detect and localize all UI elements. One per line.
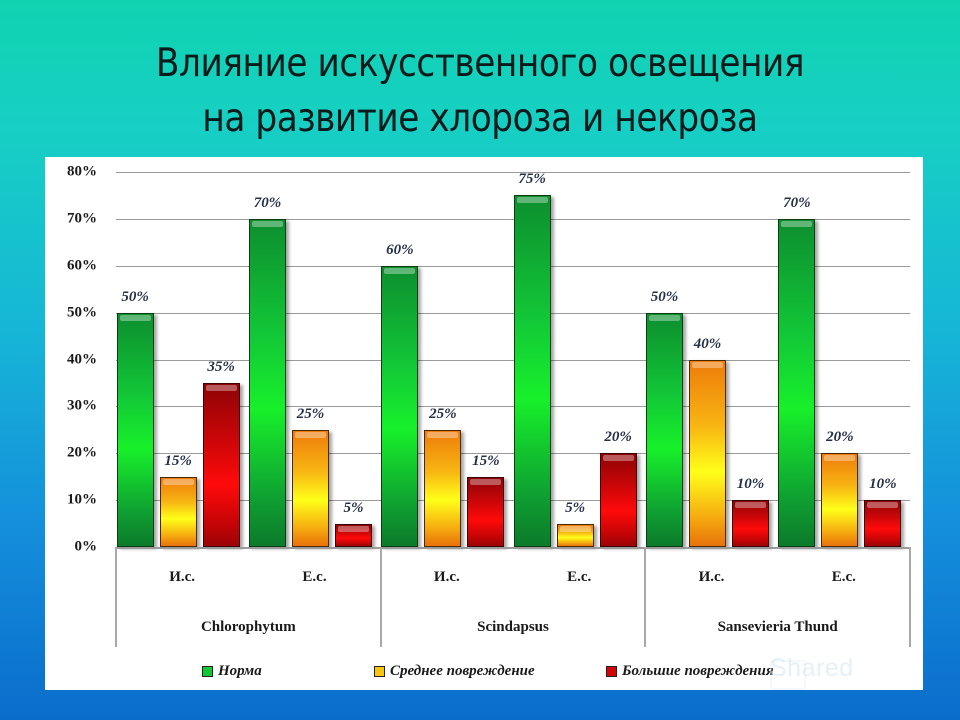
legend-swatch-icon bbox=[202, 666, 213, 677]
bar-value-label: 5% bbox=[343, 499, 364, 516]
bar-large bbox=[202, 382, 240, 547]
watermark-text: Shared bbox=[770, 654, 854, 682]
bar-large bbox=[335, 523, 372, 547]
bar-medium bbox=[689, 359, 726, 547]
gridline bbox=[116, 218, 910, 220]
x-subcategory-label: Е.с. bbox=[567, 569, 592, 585]
gridline bbox=[116, 172, 910, 173]
bar-norm bbox=[513, 195, 551, 547]
y-tick-label: 0% bbox=[74, 538, 98, 555]
group-separator bbox=[909, 547, 911, 647]
bar-norm bbox=[381, 265, 419, 547]
slide-title-line-1: Влияние искусственного освещения bbox=[155, 41, 805, 86]
watermark-icon bbox=[770, 660, 806, 690]
bar-norm bbox=[116, 312, 154, 547]
gridline bbox=[116, 359, 910, 361]
bar-value-label: 25% bbox=[296, 405, 325, 422]
bar-large bbox=[599, 453, 637, 547]
group-separator bbox=[115, 547, 117, 647]
x-group-label: Chlorophytum bbox=[200, 619, 296, 635]
group-separator bbox=[379, 547, 382, 647]
x-axis-line bbox=[116, 547, 910, 549]
bar-value-label: 50% bbox=[121, 288, 149, 305]
slide-title-line-2: на развитие хлороза и некроза bbox=[202, 96, 758, 141]
x-group-label: Scindapsus bbox=[477, 619, 549, 635]
bar-value-label: 75% bbox=[518, 171, 546, 188]
x-subcategory-label: И.с. bbox=[433, 569, 460, 585]
bar-large bbox=[732, 500, 769, 547]
bar-value-label: 70% bbox=[253, 194, 282, 211]
bar-medium bbox=[424, 429, 462, 547]
bar-value-label: 20% bbox=[826, 429, 854, 446]
bar-value-label: 20% bbox=[604, 429, 632, 446]
bar-value-label: 60% bbox=[386, 241, 414, 258]
legend-label: Норма bbox=[218, 663, 262, 679]
bar-value-label: 15% bbox=[472, 452, 500, 469]
x-group-label: Sansevieria Thund bbox=[717, 619, 838, 635]
bar-value-label: 10% bbox=[736, 476, 765, 493]
y-tick-label: 30% bbox=[67, 397, 97, 414]
gridline bbox=[116, 500, 910, 502]
gridline bbox=[116, 312, 910, 314]
bar-medium bbox=[556, 523, 594, 547]
bar-value-label: 5% bbox=[565, 499, 586, 516]
gridline bbox=[116, 265, 910, 267]
y-tick-label: 10% bbox=[67, 491, 97, 508]
y-tick-label: 70% bbox=[67, 210, 97, 227]
bar-value-label: 50% bbox=[650, 288, 679, 305]
slide-title: Влияние искусственного освещения на разв… bbox=[58, 36, 903, 146]
legend-item-norm: Норма bbox=[202, 663, 262, 680]
legend-label: Большие повреждения bbox=[622, 663, 774, 679]
gridline bbox=[116, 406, 910, 408]
legend-swatch-icon bbox=[374, 666, 385, 677]
chart-legend: Норма Среднее повреждение Большие поврежде… bbox=[45, 663, 923, 685]
bar-large bbox=[467, 476, 505, 547]
x-subcategory-label: И.с. bbox=[698, 569, 725, 585]
bar-medium bbox=[159, 476, 197, 547]
y-tick-label: 20% bbox=[67, 444, 97, 461]
legend-item-medium: Среднее повреждение bbox=[374, 663, 535, 680]
y-tick-label: 40% bbox=[67, 351, 97, 367]
legend-swatch-icon bbox=[606, 666, 617, 677]
gridline bbox=[116, 453, 910, 455]
bar-value-label: 15% bbox=[164, 452, 192, 469]
bar-value-label: 35% bbox=[207, 358, 235, 375]
group-separator bbox=[644, 547, 647, 647]
bar-value-label: 40% bbox=[693, 335, 722, 352]
y-tick-label: 80% bbox=[67, 163, 97, 180]
x-subcategory-label: И.с. bbox=[169, 569, 196, 585]
bar-value-label: 25% bbox=[429, 405, 457, 422]
bar-medium bbox=[821, 453, 859, 547]
bar-value-label: 70% bbox=[783, 194, 811, 211]
legend-label: Среднее повреждение bbox=[390, 663, 535, 679]
bar-norm bbox=[646, 312, 683, 547]
chart-panel: 0% 10% 20% 30% 40% 50% 60% 70% 80% 50% 15% 35% 70% 2… bbox=[45, 157, 923, 690]
bar-value-label: 10% bbox=[869, 476, 897, 493]
bar-norm bbox=[249, 218, 286, 547]
bar-large bbox=[864, 500, 902, 547]
x-subcategory-label: Е.с. bbox=[302, 569, 327, 585]
legend-item-large: Большие повреждения bbox=[606, 663, 774, 680]
y-tick-label: 60% bbox=[67, 257, 97, 274]
bar-medium bbox=[292, 429, 329, 547]
y-tick-label: 50% bbox=[67, 304, 97, 321]
plot-area: 50% 15% 35% 70% 25% 5% 60% 25% 15% 75% 5% 20% 50% 40%… bbox=[116, 157, 910, 547]
bar-norm bbox=[778, 218, 816, 547]
x-subcategory-label: Е.с. bbox=[831, 569, 856, 585]
